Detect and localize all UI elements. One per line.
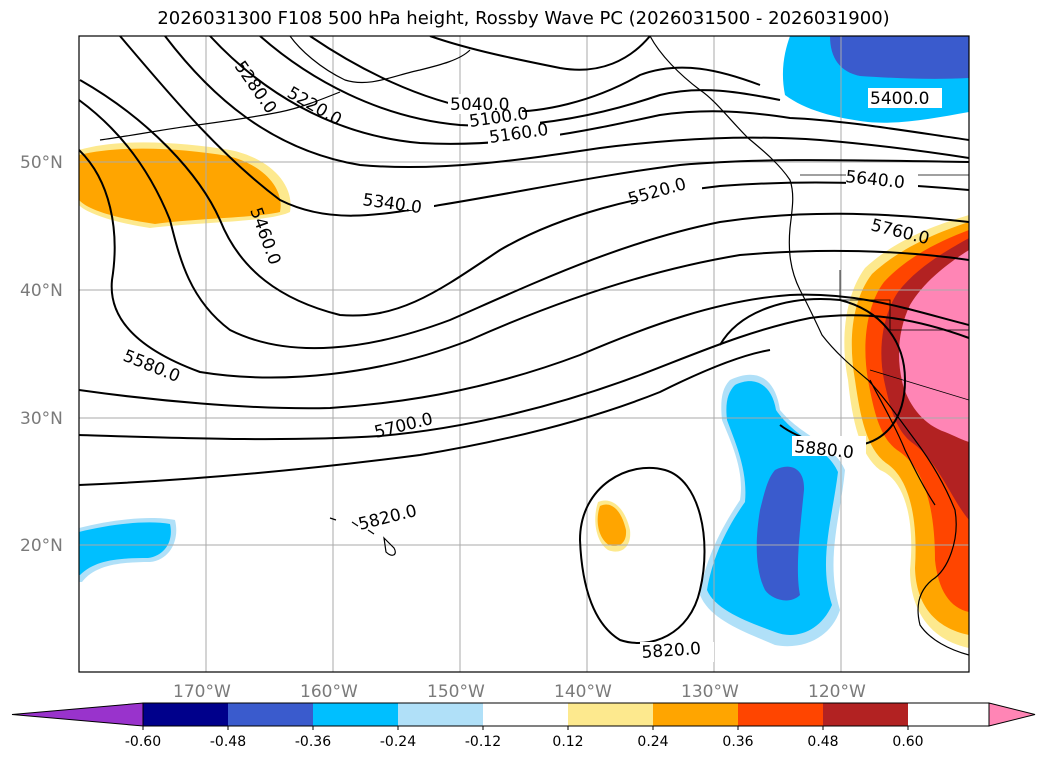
colorbar-box — [143, 703, 228, 726]
colorbar-tick-label: -0.60 — [125, 734, 161, 750]
lat-label: 20°N — [20, 536, 63, 556]
lon-label: 120°W — [808, 682, 866, 702]
lon-label: 160°W — [300, 682, 358, 702]
height-contours — [79, 36, 969, 644]
contour-label: 5820.0 — [641, 639, 702, 663]
contour-label: 5400.0 — [870, 89, 929, 109]
colorbar-tick-label: 0.36 — [722, 734, 753, 750]
anomaly-negative-east-pacific-core — [756, 466, 805, 601]
colorbar-tick-label: 0.48 — [807, 734, 838, 750]
colorbar-tick-label: -0.48 — [210, 734, 246, 750]
coastline-baja — [869, 379, 936, 506]
colorbar-tick-label: 0.12 — [552, 734, 583, 750]
colorbar-box — [568, 703, 653, 726]
anomaly-positive-west-us-pink — [898, 250, 969, 442]
map-title: 2026031300 F108 500 hPa height, Rossby W… — [157, 8, 890, 29]
colorbar-tick-label: -0.12 — [465, 734, 501, 750]
colorbar-box — [313, 703, 398, 726]
colorbar-box — [653, 703, 738, 726]
lon-label: 140°W — [554, 682, 612, 702]
coastline-alaska — [289, 36, 471, 84]
colorbar-box — [823, 703, 908, 726]
contour-5820-loop — [579, 466, 706, 644]
colorbar-box — [398, 703, 483, 726]
anomaly-negative-gulf-of-alaska-core — [830, 36, 969, 79]
lon-label: 170°W — [173, 682, 231, 702]
anomaly-positive-north-pacific-core — [79, 148, 281, 224]
colorbar-tick-label: -0.36 — [295, 734, 331, 750]
colorbar-tick-label: -0.24 — [380, 734, 416, 750]
lat-label: 50°N — [20, 153, 63, 173]
colorbar-extend-min — [11, 702, 144, 727]
graticule — [79, 36, 969, 672]
lon-label: 130°W — [681, 682, 739, 702]
colorbar-tick-label: 0.60 — [892, 734, 923, 750]
map-frame — [78, 35, 970, 673]
coastline-aleutians — [99, 91, 341, 141]
lat-label: 40°N — [20, 281, 63, 301]
anomaly-negative-west-edge-core — [79, 522, 171, 575]
anomaly-positive-small-core — [597, 504, 627, 546]
coastline-hawaii — [329, 517, 396, 556]
colorbar-box — [483, 703, 568, 726]
colorbar: -0.60 -0.48 -0.36 -0.24 -0.12 0.12 0.24 0.36 0.4… — [11, 702, 1036, 750]
colorbar-extend-max — [988, 702, 1036, 727]
colorbar-tick-label: 0.24 — [637, 734, 668, 750]
contour-label: 5040.0 — [450, 95, 509, 115]
colorbar-box — [228, 703, 313, 726]
lon-label: 150°W — [427, 682, 485, 702]
lat-label: 30°N — [20, 409, 63, 429]
colorbar-outline — [142, 702, 990, 727]
colorbar-box — [738, 703, 823, 726]
